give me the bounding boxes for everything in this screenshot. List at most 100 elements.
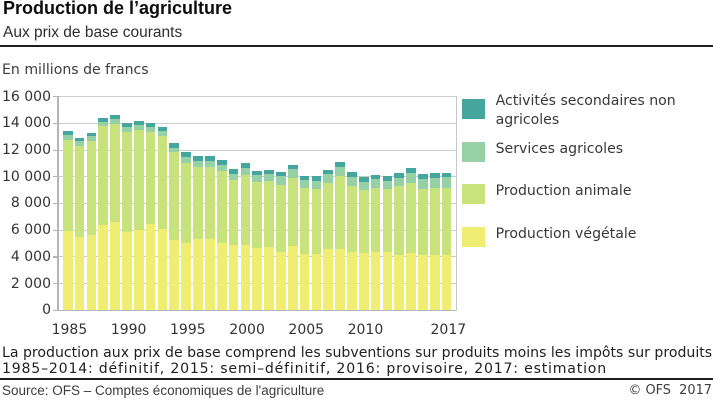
page-subtitle: Aux prix de base courants xyxy=(3,24,183,41)
bar-segment xyxy=(145,122,156,128)
bar-segment xyxy=(169,152,180,241)
bar-segment xyxy=(418,174,428,180)
source-text: Source: OFS – Comptes économiques de l'a… xyxy=(2,383,325,398)
bar-segment xyxy=(406,167,416,173)
bar-segment xyxy=(74,141,85,146)
bar-segment xyxy=(62,231,73,311)
bar-segment xyxy=(429,188,440,255)
x-axis-label: 1990 xyxy=(110,321,147,338)
bar-segment xyxy=(311,176,322,181)
footer-divider xyxy=(0,378,713,380)
bar-segment xyxy=(406,172,416,183)
bar-1990 xyxy=(122,97,132,311)
bar-1993 xyxy=(157,97,168,311)
bar-2013 xyxy=(394,97,405,311)
bar-segment xyxy=(86,234,97,311)
bar-segment xyxy=(394,255,405,311)
x-axis-label: 2000 xyxy=(229,321,265,338)
y-axis-tick xyxy=(53,96,60,98)
bar-segment xyxy=(287,178,298,247)
bar-segment xyxy=(74,236,85,311)
bar-segment xyxy=(347,185,357,252)
bar-segment xyxy=(204,166,215,240)
y-axis-tick xyxy=(53,283,60,285)
bar-1988 xyxy=(98,97,109,311)
bar-segment xyxy=(264,174,274,182)
bar-2001 xyxy=(252,97,263,311)
bar-segment xyxy=(418,254,428,311)
bar-segment xyxy=(429,173,440,178)
bar-segment xyxy=(98,118,109,122)
bar-segment xyxy=(347,172,357,178)
y-axis-tick xyxy=(53,202,60,205)
x-axis-label: 1995 xyxy=(170,321,206,338)
y-axis-label: 12 000 xyxy=(2,142,51,158)
bar-segment xyxy=(181,157,191,163)
footnote-line2: 1985–2014: définitif, 2015: semi–définit… xyxy=(2,360,607,377)
bar-segment xyxy=(276,185,286,253)
bar-segment xyxy=(382,252,393,311)
bar-segment xyxy=(429,177,440,189)
bar-segment xyxy=(193,239,203,311)
bar-segment xyxy=(287,169,298,179)
bar-segment xyxy=(181,162,191,244)
y-axis-tick xyxy=(53,309,60,311)
bar-segment xyxy=(299,175,310,181)
bar-segment xyxy=(406,182,416,254)
bar-segment xyxy=(441,254,452,311)
legend-swatch xyxy=(461,226,485,247)
bar-2008 xyxy=(335,97,345,311)
bar-segment xyxy=(98,126,109,225)
bar-segment xyxy=(157,126,168,132)
bar-segment xyxy=(133,230,144,311)
bar-segment xyxy=(252,248,263,311)
bar-segment xyxy=(157,131,168,137)
bar-segment xyxy=(240,175,251,246)
bar-segment xyxy=(181,243,191,311)
bar-2016 xyxy=(429,97,440,311)
bar-segment xyxy=(252,182,263,249)
bar-segment xyxy=(335,175,345,249)
bar-segment xyxy=(394,186,405,256)
bar-1994 xyxy=(169,97,180,311)
bar-segment xyxy=(110,222,120,311)
bar-segment xyxy=(98,121,109,127)
bar-1996 xyxy=(193,97,203,311)
footnote-line1: La production aux prix de base comprend … xyxy=(2,344,713,361)
bar-2007 xyxy=(323,97,334,311)
bar-segment xyxy=(323,249,334,311)
bar-segment xyxy=(335,162,345,167)
bar-segment xyxy=(228,245,239,311)
legend-swatch xyxy=(461,184,485,204)
bar-segment xyxy=(86,140,97,235)
bar-segment xyxy=(133,124,144,130)
y-axis-tick xyxy=(53,176,60,178)
bar-segment xyxy=(122,132,132,232)
bar-1992 xyxy=(145,97,156,311)
bar-segment xyxy=(323,183,334,250)
bar-segment xyxy=(228,173,239,180)
legend-swatch xyxy=(461,99,485,120)
bar-segment xyxy=(169,240,180,311)
bar-segment xyxy=(216,242,227,311)
bar-segment xyxy=(264,247,274,311)
bar-segment xyxy=(110,119,120,125)
bar-segment xyxy=(335,248,345,311)
bar-segment xyxy=(276,176,286,186)
legend-label: Production végétale xyxy=(495,225,637,242)
y-axis-label: 0 xyxy=(42,302,51,319)
bar-segment xyxy=(252,170,263,176)
x-axis-label: 2005 xyxy=(288,321,325,338)
bar-2005 xyxy=(299,97,310,311)
bar-segment xyxy=(204,161,215,167)
bar-segment xyxy=(62,135,73,141)
bar-segment xyxy=(228,179,239,246)
bar-segment xyxy=(311,254,322,311)
y-axis-label: 14 000 xyxy=(2,115,51,132)
bar-segment xyxy=(62,140,73,232)
bar-segment xyxy=(347,177,357,186)
bar-segment xyxy=(228,168,239,174)
y-axis-label: 2 000 xyxy=(10,275,51,292)
bar-segment xyxy=(370,175,381,180)
